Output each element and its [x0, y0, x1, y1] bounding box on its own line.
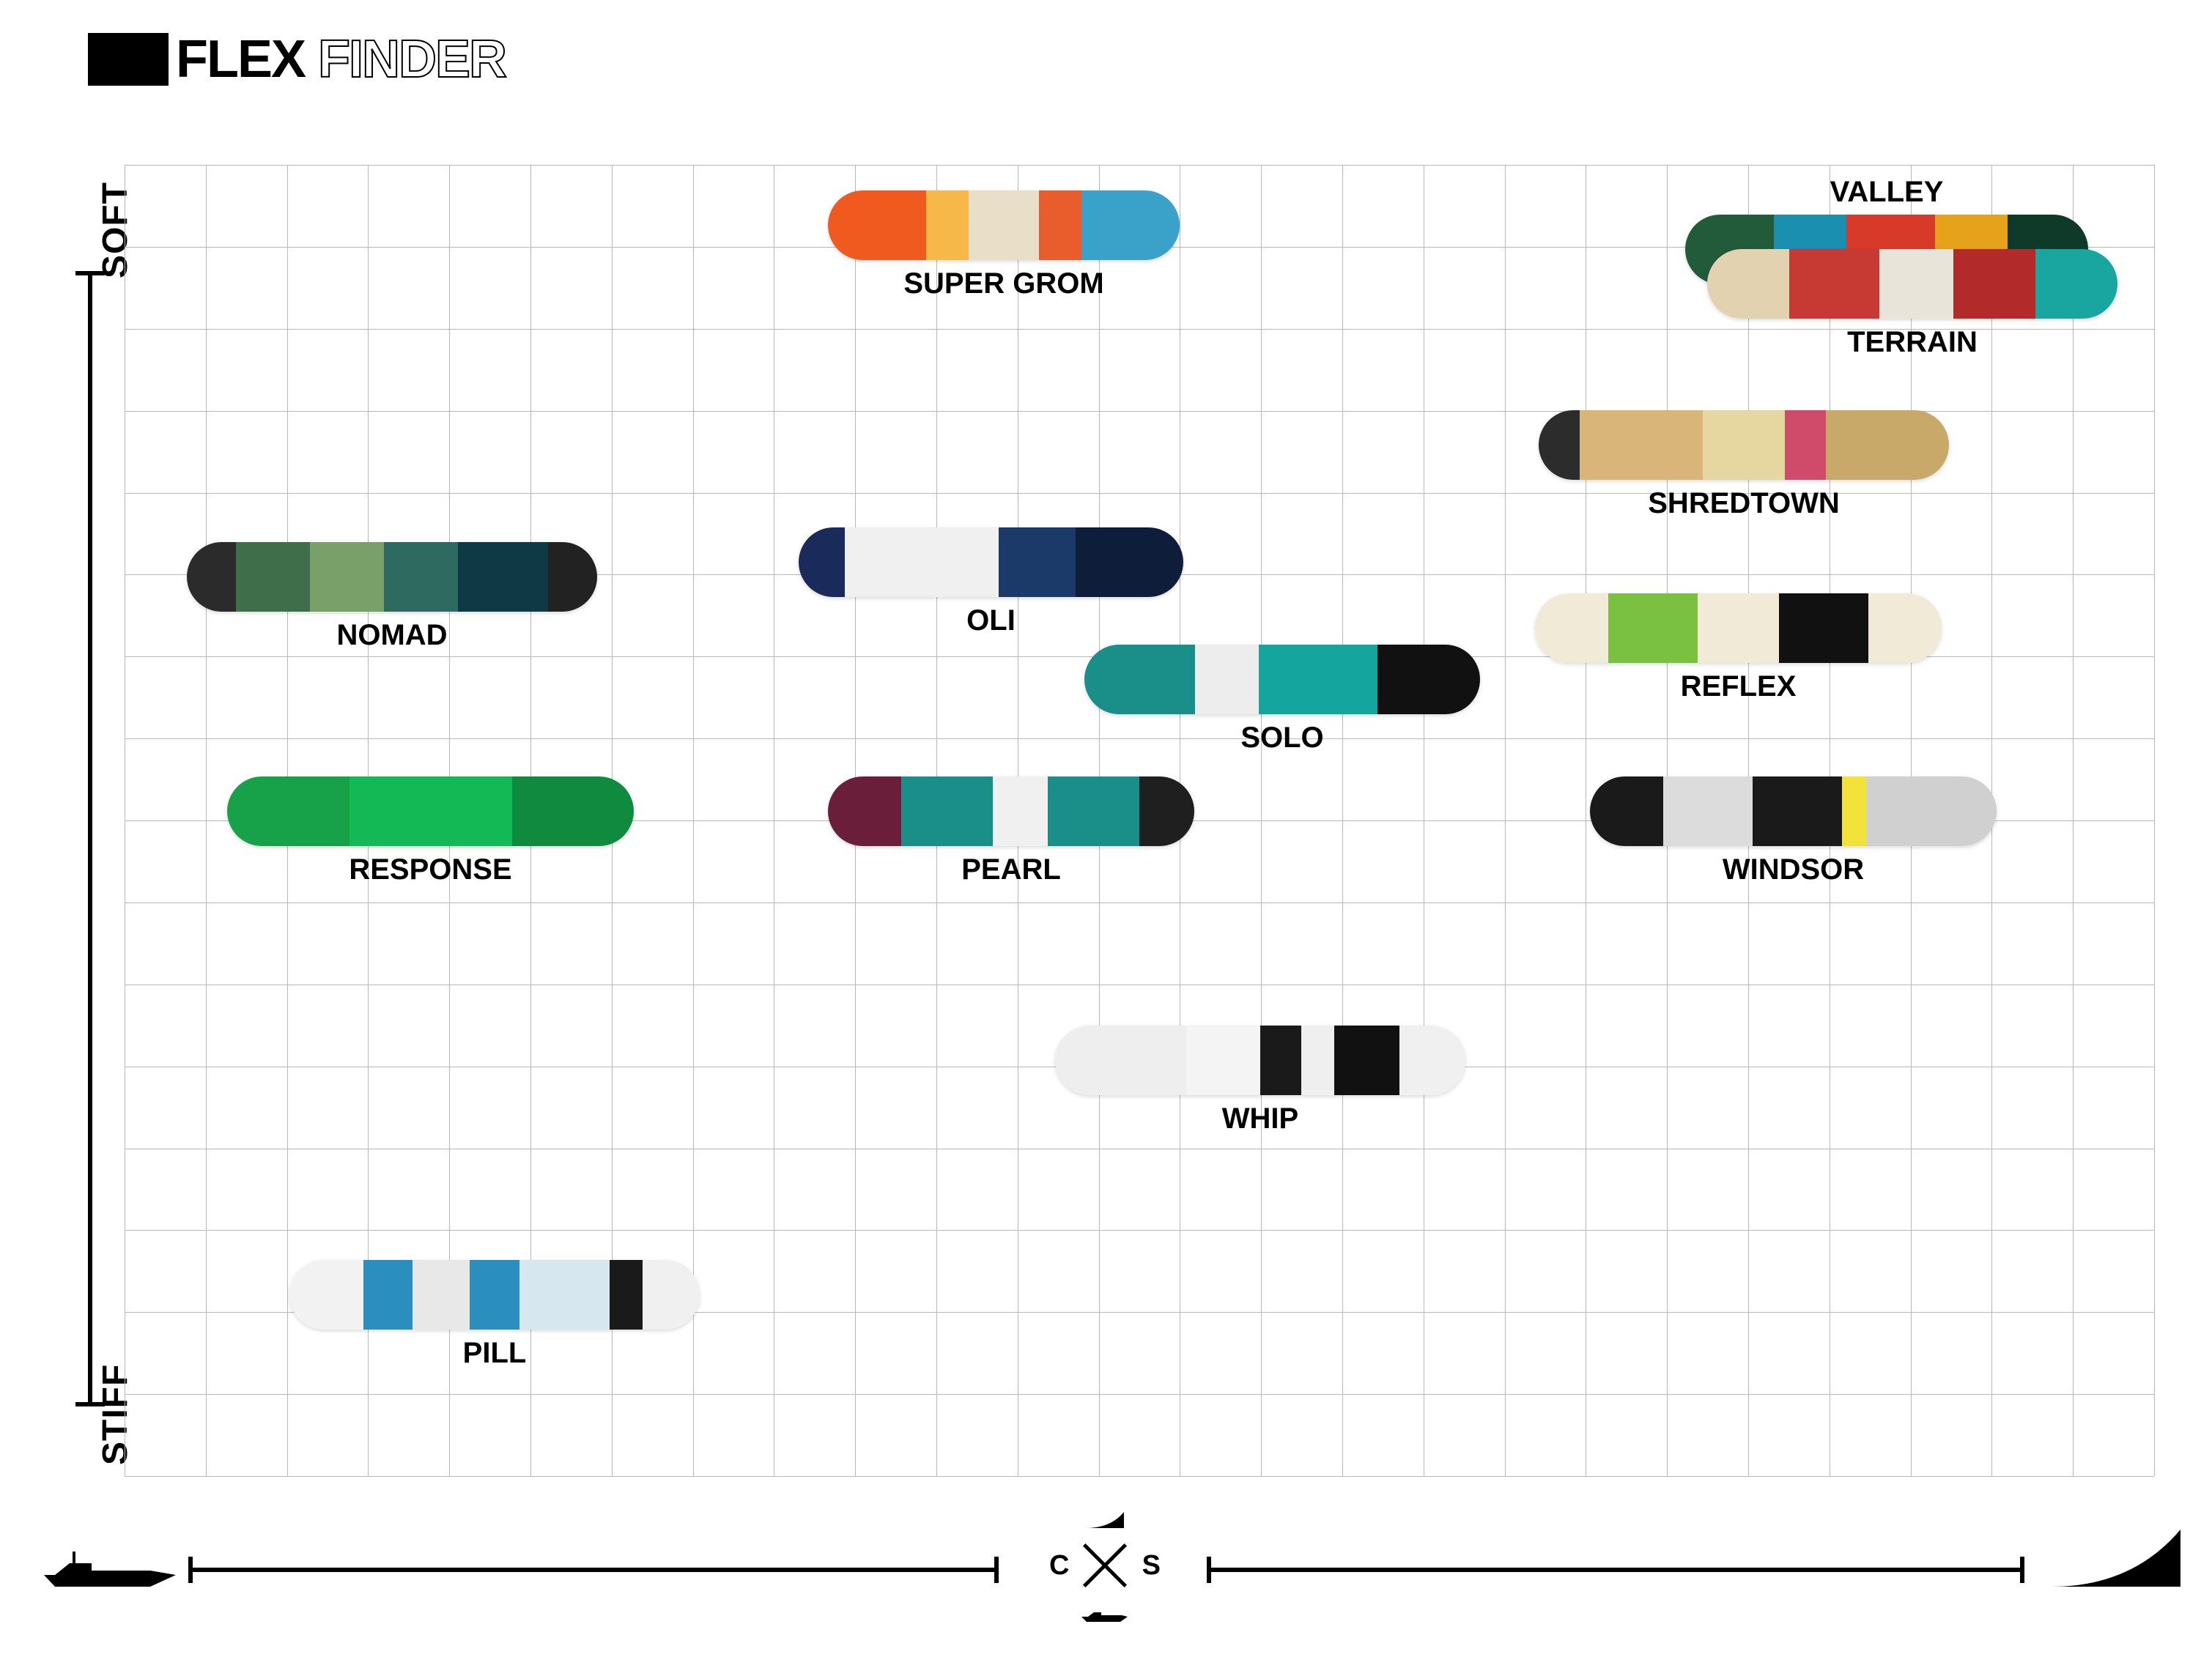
board-label: PILL — [463, 1337, 527, 1370]
title-bold: FLEX — [176, 30, 305, 89]
board-response: RESPONSE — [227, 776, 634, 886]
board-graphic — [1707, 249, 2117, 319]
board-graphic — [799, 527, 1183, 597]
y-axis-cap-bottom — [75, 1402, 105, 1406]
x-axis-bar-left — [191, 1568, 996, 1572]
page-title: FLEX FINDER — [176, 29, 506, 89]
ramp-icon — [2044, 1516, 2183, 1590]
board-graphic — [828, 190, 1180, 260]
board-reflex: REFLEX — [1535, 593, 1942, 703]
board-label: SOLO — [1240, 722, 1323, 755]
x-axis-cap — [994, 1557, 999, 1583]
board-graphic — [187, 542, 597, 612]
board-solo: SOLO — [1084, 645, 1480, 755]
x-axis-cap — [188, 1557, 193, 1583]
board-label: TERRAIN — [1847, 326, 1978, 359]
board-label: OLI — [966, 604, 1016, 637]
board-graphic — [289, 1260, 700, 1330]
board-label: REFLEX — [1681, 670, 1797, 703]
board-nomad: NOMAD — [187, 542, 597, 652]
board-graphic — [1055, 1026, 1465, 1095]
mini-boat-icon — [1079, 1605, 1131, 1628]
flex-finder-chart: FLEX FINDER SOFT STIFF SUPER GROMVALLEYT… — [0, 0, 2212, 1657]
board-label: VALLEY — [1830, 176, 1944, 209]
board-label: WINDSOR — [1723, 853, 1864, 886]
board-graphic — [1084, 645, 1480, 714]
board-super-grom: SUPER GROM — [828, 190, 1180, 300]
board-label: PEARL — [961, 853, 1061, 886]
board-label: NOMAD — [336, 619, 447, 652]
cs-c-label: C — [1049, 1550, 1069, 1582]
center-badge: C S — [1054, 1532, 1156, 1606]
title-bar: FLEX FINDER — [88, 33, 506, 86]
board-label: SHREDTOWN — [1648, 487, 1839, 520]
board-shredtown: SHREDTOWN — [1539, 410, 1949, 520]
y-axis-cap-top — [75, 271, 105, 275]
board-label: RESPONSE — [349, 853, 511, 886]
board-windsor: WINDSOR — [1590, 776, 1997, 886]
boat-icon — [40, 1538, 180, 1590]
x-axis-cap — [1207, 1557, 1211, 1583]
board-pill: PILL — [289, 1260, 700, 1370]
y-axis-bar — [88, 271, 92, 1406]
board-graphic — [1539, 410, 1949, 480]
board-pearl: PEARL — [828, 776, 1194, 886]
x-axis-cap — [2020, 1557, 2024, 1583]
board-terrain: TERRAIN — [1707, 249, 2117, 359]
board-graphic — [1590, 776, 1997, 846]
board-label: SUPER GROM — [903, 267, 1103, 300]
board-whip: WHIP — [1055, 1026, 1465, 1135]
board-graphic — [227, 776, 634, 846]
cs-s-label: S — [1142, 1550, 1161, 1582]
cs-cross-icon: C S — [1054, 1532, 1156, 1606]
board-graphic — [828, 776, 1194, 846]
title-accent-box — [88, 33, 169, 86]
board-label: WHIP — [1222, 1102, 1298, 1135]
title-outline: FINDER — [305, 30, 506, 89]
x-axis-bar-right — [1209, 1568, 2022, 1572]
board-graphic — [1535, 593, 1942, 663]
board-oli: OLI — [799, 527, 1183, 637]
